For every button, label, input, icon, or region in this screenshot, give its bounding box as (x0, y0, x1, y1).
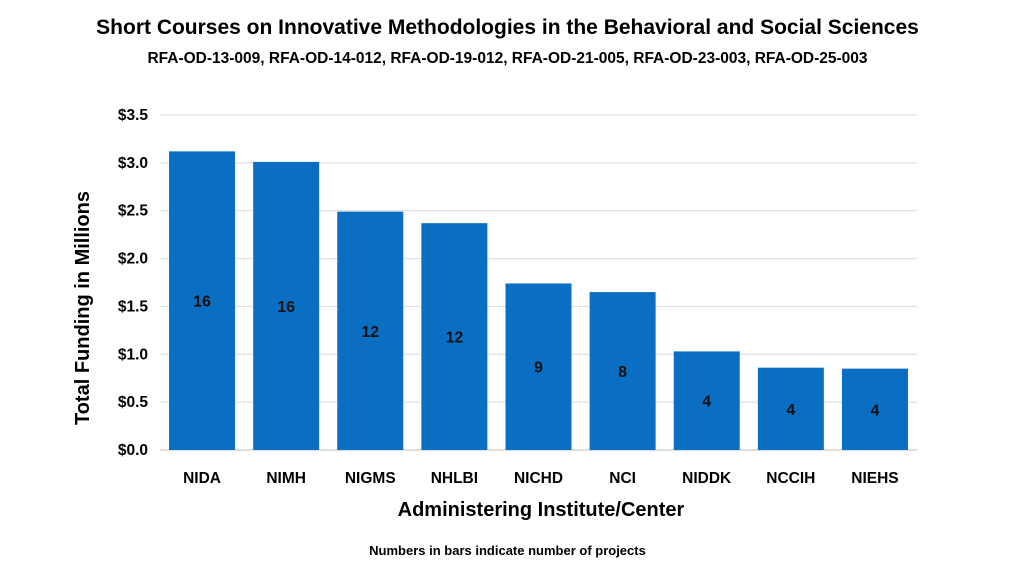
bar-nichd (505, 283, 572, 450)
bar-data-label: 16 (277, 299, 295, 316)
x-tick-label: NCCIH (766, 470, 815, 487)
y-tick-label: $3.5 (118, 107, 149, 124)
bar-data-label: 8 (618, 364, 627, 381)
bar-nccih (757, 367, 824, 450)
y-tick-label: $0.0 (118, 442, 148, 459)
bar-data-label: 9 (534, 360, 543, 377)
bars: 16 16 12 12 9 8 4 4 4 (169, 151, 908, 450)
bar-nimh (253, 161, 320, 450)
bar-data-label: 4 (786, 402, 795, 419)
x-tick-label: NICHD (514, 470, 563, 487)
y-tick-label: $2.5 (118, 203, 149, 220)
chart-subtitle: RFA-OD-13-009, RFA-OD-14-012, RFA-OD-19-… (147, 50, 868, 67)
x-tick-label: NIMH (266, 470, 306, 487)
x-tick-label: NIEHS (851, 470, 898, 487)
bar-data-label: 16 (193, 294, 211, 311)
x-tick-label: NHLBI (431, 470, 478, 487)
y-axis-ticks: $0.0 $0.5 $1.0 $1.5 $2.0 $2.5 $3.0 $3.5 (118, 107, 149, 459)
y-tick-label: $1.5 (118, 298, 149, 315)
bar-nigms (337, 211, 404, 450)
bar-niddk (673, 351, 740, 450)
y-axis-label: Total Funding in Millions (72, 191, 94, 425)
x-tick-label: NIDA (183, 470, 221, 487)
x-tick-label: NCI (609, 470, 636, 487)
y-tick-label: $0.5 (118, 394, 149, 411)
x-axis-ticks: NIDA NIMH NIGMS NHLBI NICHD NCI NIDDK NCCIH NIEH… (183, 470, 899, 487)
bar-data-label: 12 (445, 330, 463, 347)
bar-niehs (841, 368, 908, 450)
bar-nhlbi (421, 223, 488, 450)
y-tick-label: $1.0 (118, 346, 148, 363)
y-tick-label: $3.0 (118, 155, 148, 172)
chart-title: Short Courses on Innovative Methodologie… (96, 16, 919, 39)
x-tick-label: NIGMS (345, 470, 396, 487)
x-tick-label: NIDDK (682, 470, 732, 487)
bar-nci (589, 292, 656, 450)
bar-data-label: 4 (870, 402, 879, 419)
bar-data-label: 12 (361, 324, 379, 341)
bar-nida (169, 151, 236, 450)
chart-footnote: Numbers in bars indicate number of proje… (369, 543, 646, 558)
y-tick-label: $2.0 (118, 251, 148, 268)
bar-data-label: 4 (702, 394, 711, 411)
x-axis-label: Administering Institute/Center (398, 499, 685, 521)
